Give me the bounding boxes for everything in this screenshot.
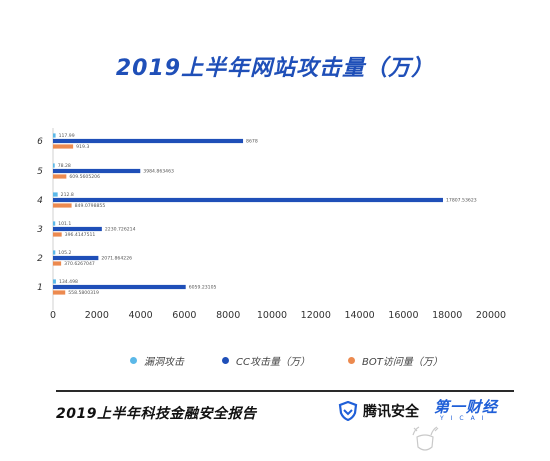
x-tick-label: 8000 <box>216 310 240 321</box>
data-label: 212.8 <box>61 192 74 198</box>
data-label: 78.28 <box>58 163 71 169</box>
legend-swatch <box>130 357 137 364</box>
deer-watermark-icon <box>412 426 439 451</box>
x-tick-label: 6000 <box>172 310 196 321</box>
footer-divider <box>56 390 514 392</box>
bar <box>53 250 56 255</box>
yicai-brand-sub: YICAI <box>440 415 491 422</box>
legend-item: CC攻击量（万） <box>222 353 310 368</box>
data-label: 609.5605206 <box>69 174 100 180</box>
x-tick-label: 20000 <box>476 310 506 321</box>
bar <box>53 174 67 179</box>
bar <box>53 192 58 197</box>
bar <box>53 144 74 149</box>
x-tick-label: 0 <box>50 310 56 321</box>
bar <box>53 284 186 290</box>
bar <box>53 221 56 226</box>
legend-swatch <box>347 357 355 364</box>
data-label: 6059.23105 <box>189 285 217 291</box>
legend-label: BOT访问量（万） <box>361 357 443 368</box>
bar <box>53 232 62 237</box>
category-label: 3 <box>37 225 43 235</box>
bar <box>53 261 62 266</box>
data-label: 105.2 <box>58 250 71 256</box>
bar <box>53 138 244 144</box>
legend-label: 漏洞攻击 <box>144 357 184 368</box>
tencent-security-logo: 腾讯安全 <box>338 401 419 421</box>
tencent-brand-name: 腾讯安全 <box>363 404 419 420</box>
data-label: 101.1 <box>58 221 71 227</box>
bar <box>53 203 72 208</box>
data-label: 3984.863463 <box>143 169 174 175</box>
x-tick-label: 18000 <box>432 310 462 321</box>
chart-title: 2019上半年网站攻击量（万） <box>115 56 435 81</box>
x-tick-label: 12000 <box>301 310 331 321</box>
data-label: 396.4147511 <box>65 232 96 238</box>
category-label: 6 <box>37 137 43 147</box>
x-tick-label: 2000 <box>85 310 109 321</box>
bar <box>53 255 99 261</box>
x-tick-label: 10000 <box>257 310 287 321</box>
data-label: 117.99 <box>59 133 75 139</box>
report-title: 2019上半年科技金融安全报告 <box>56 406 257 422</box>
x-tick-label: 4000 <box>129 310 153 321</box>
bar <box>53 133 56 138</box>
data-label: 17807.53623 <box>446 198 477 204</box>
data-label: 134.498 <box>59 279 78 285</box>
chart-legend: 漏洞攻击 CC攻击量（万） BOT访问量（万） <box>130 353 443 368</box>
yicai-brand-name: 第一财经 <box>434 398 499 416</box>
data-label: 2071.864226 <box>101 256 132 262</box>
category-label: 2 <box>37 254 43 264</box>
data-label: 919.3 <box>76 144 89 150</box>
data-label: 8678 <box>246 139 258 145</box>
bar <box>53 279 56 284</box>
x-tick-label: 16000 <box>388 310 418 321</box>
bar <box>53 290 66 295</box>
yicai-logo: 第一财经 YICAI <box>434 396 514 426</box>
legend-swatch <box>222 357 229 364</box>
bar <box>53 163 55 168</box>
category-label: 4 <box>37 196 43 206</box>
shield-icon <box>338 401 358 421</box>
category-label: 5 <box>37 167 43 177</box>
data-label: 370.6267047 <box>64 261 95 267</box>
bar <box>53 226 102 232</box>
bar <box>53 197 443 203</box>
legend-item: BOT访问量（万） <box>347 353 443 368</box>
bar <box>53 168 141 174</box>
legend-item: 漏洞攻击 <box>130 353 184 368</box>
data-label: 849.0798855 <box>75 203 106 209</box>
category-label: 1 <box>37 283 43 293</box>
legend-label: CC攻击量（万） <box>236 357 310 368</box>
data-label: 558.5800319 <box>68 290 99 296</box>
x-tick-label: 14000 <box>344 310 374 321</box>
data-label: 2230.726214 <box>105 227 136 233</box>
